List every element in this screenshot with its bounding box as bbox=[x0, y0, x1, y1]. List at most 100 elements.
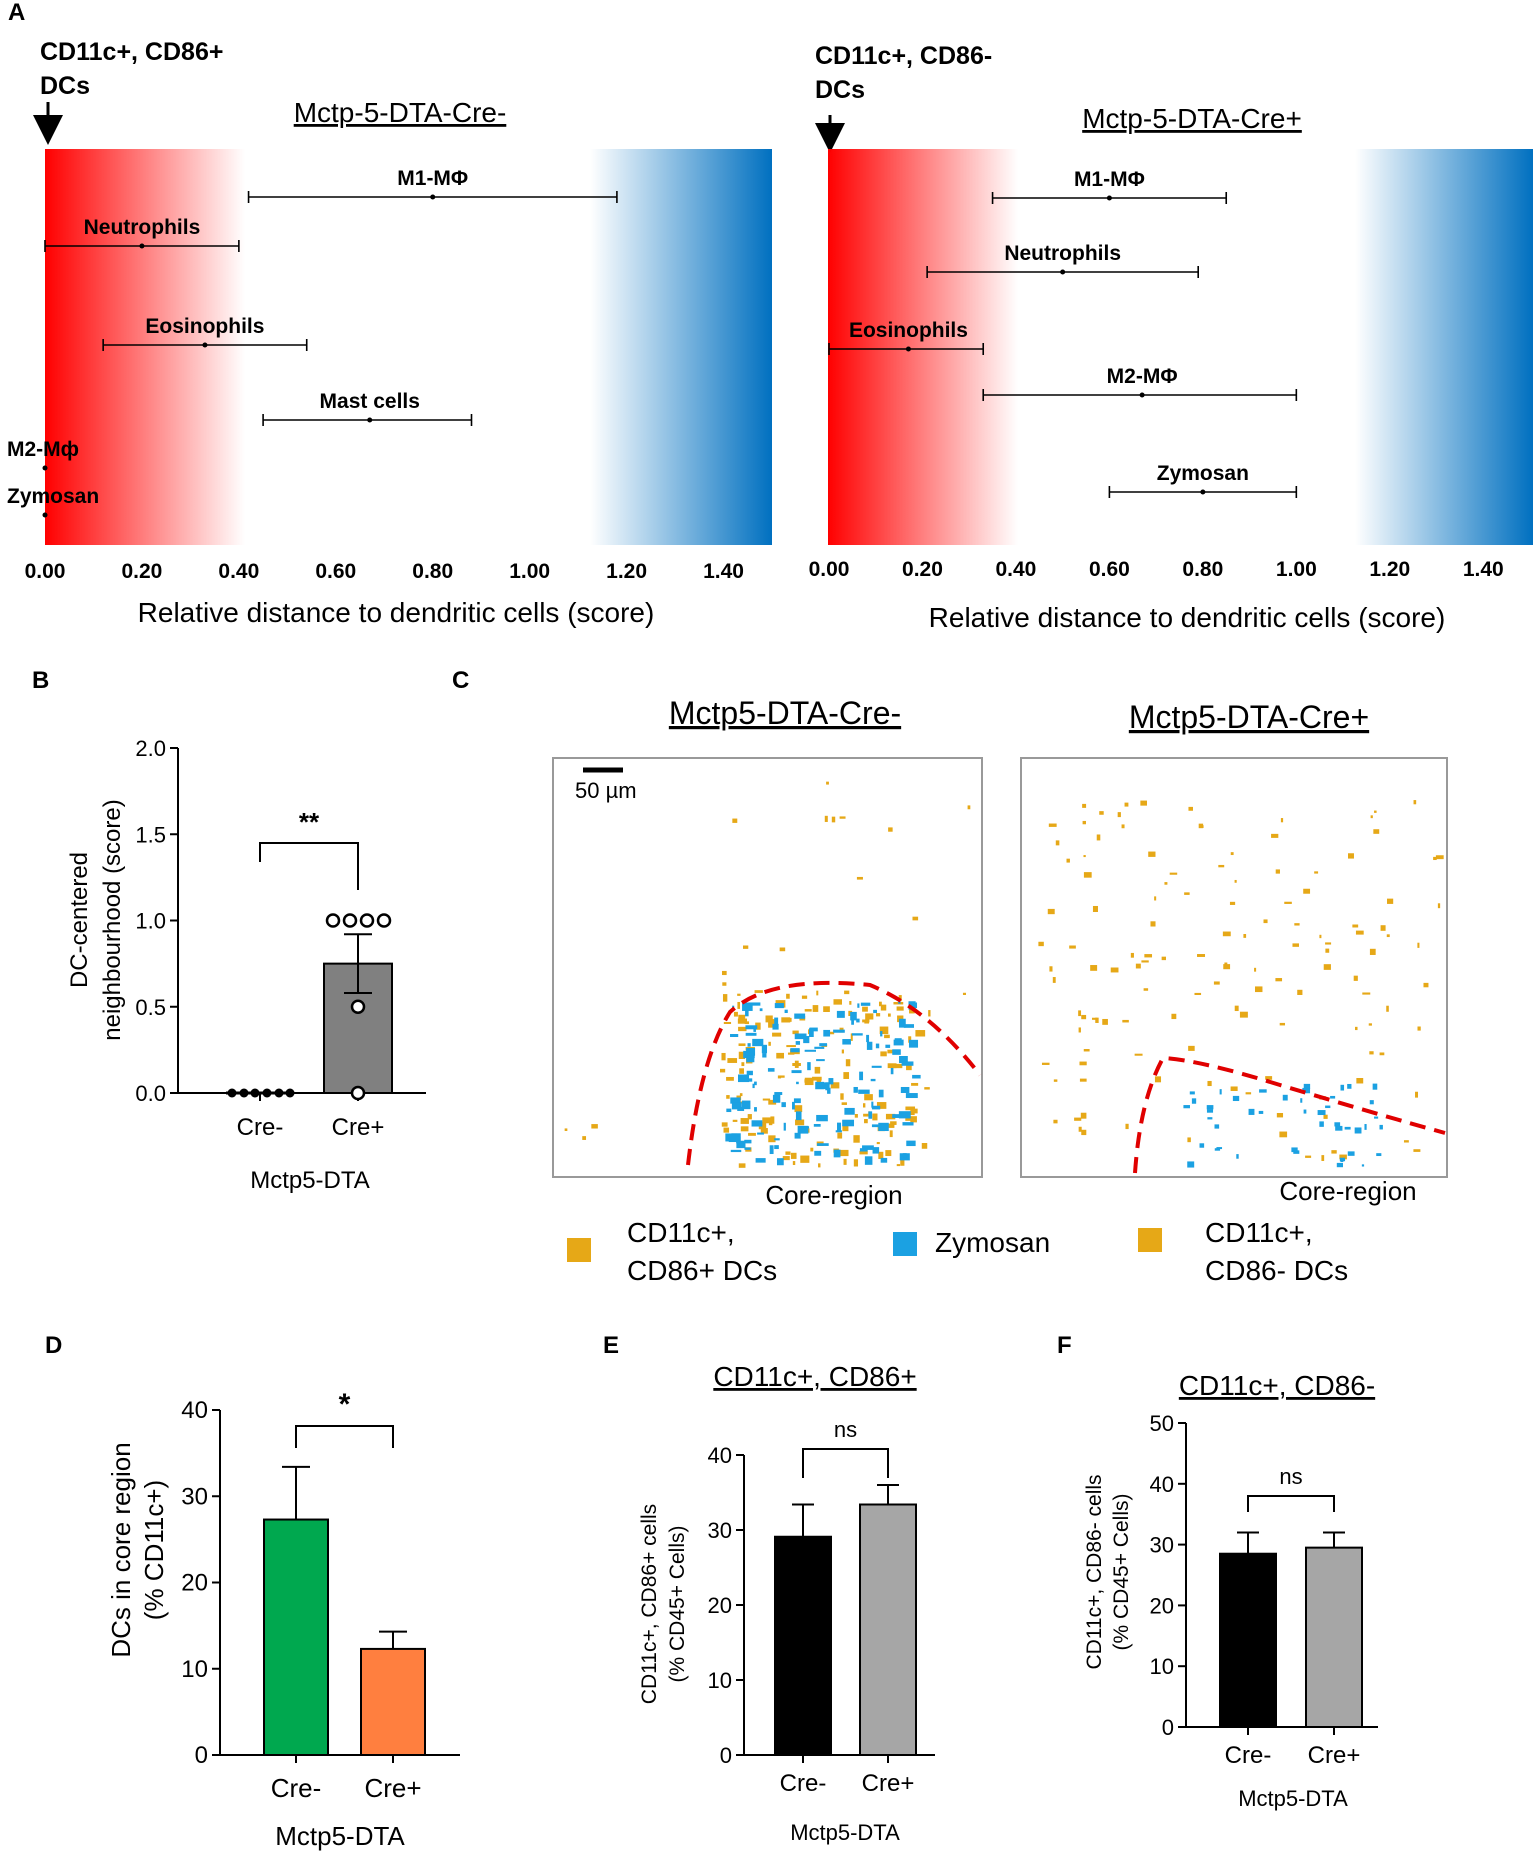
dc-spot bbox=[1078, 1126, 1082, 1132]
zymosan-spot bbox=[871, 1105, 881, 1110]
zymosan-spot bbox=[1317, 1110, 1326, 1116]
zymosan-spot bbox=[878, 1089, 884, 1098]
dc-spot bbox=[1417, 942, 1420, 948]
zymosan-spot bbox=[744, 1147, 751, 1150]
dc-spot bbox=[782, 1156, 790, 1161]
dc-spot bbox=[876, 1142, 880, 1145]
dc-spot bbox=[863, 1113, 870, 1117]
zymosan-spot bbox=[803, 1036, 810, 1044]
dc-spot bbox=[898, 995, 902, 1002]
zymosan-spot bbox=[757, 1132, 764, 1135]
dc-spot bbox=[1049, 966, 1053, 972]
data-point-cre-minus bbox=[274, 1088, 284, 1098]
bars bbox=[263, 1465, 426, 1756]
zymosan-spot bbox=[754, 1107, 757, 1112]
dc-spot bbox=[878, 1151, 884, 1159]
range-label-zymosan: Zymosan bbox=[7, 485, 99, 508]
zymosan-spot bbox=[745, 1032, 757, 1036]
zymosan-spot bbox=[730, 1097, 741, 1104]
data-point-cre-plus bbox=[342, 913, 358, 928]
bars bbox=[1219, 1531, 1363, 1729]
range-center-m1-m- bbox=[1106, 195, 1112, 201]
image-title-cre-plus: Mctp5-DTA-Cre+ bbox=[1129, 699, 1369, 735]
dc-spot bbox=[770, 1116, 775, 1124]
legend-label-zymosan: Zymosan bbox=[935, 1227, 1050, 1258]
zymosan-spot bbox=[902, 1122, 914, 1126]
zymosan-spot bbox=[1372, 1083, 1378, 1090]
zymosan-spot bbox=[871, 1065, 882, 1068]
axis: 0 10 20 30 40 Cre- Cre+ bbox=[708, 1443, 935, 1797]
zymosan-spot bbox=[880, 1157, 888, 1163]
y-tick-label: 30 bbox=[181, 1483, 208, 1510]
zymosan-spot bbox=[784, 1009, 788, 1013]
marker-label-line1: CD11c+, CD86+ bbox=[40, 38, 223, 66]
dc-spot bbox=[1305, 1155, 1312, 1158]
range-center-m1-m- bbox=[430, 194, 436, 200]
dc-spot bbox=[876, 1013, 881, 1017]
range-label-mast-cells: Mast cells bbox=[320, 390, 420, 413]
marker-label-line1: CD11c+, CD86- bbox=[815, 42, 992, 70]
dc-spot bbox=[1038, 941, 1044, 947]
zymosan-spot bbox=[767, 1068, 775, 1072]
dc-spot bbox=[823, 1006, 830, 1012]
zymosan-spot bbox=[1232, 1095, 1240, 1102]
range-label-zymosan: Zymosan bbox=[1157, 462, 1249, 485]
data-point-cre-minus bbox=[285, 1088, 295, 1098]
dc-spot bbox=[1314, 871, 1319, 874]
zymosan-spot bbox=[731, 1102, 742, 1110]
dc-spot bbox=[582, 1136, 587, 1140]
dc-spot bbox=[1352, 924, 1359, 928]
zymosan-spot bbox=[872, 1147, 880, 1154]
dc-spot bbox=[795, 1119, 805, 1126]
dc-spot bbox=[738, 1163, 746, 1168]
dc-spot bbox=[785, 1151, 791, 1155]
dc-spot bbox=[1171, 1013, 1177, 1020]
dc-spot bbox=[1435, 855, 1444, 860]
dc-spot bbox=[1362, 992, 1371, 995]
dc-spot bbox=[779, 947, 786, 952]
dc-spot bbox=[921, 1143, 928, 1149]
zymosan-spot bbox=[833, 1149, 841, 1158]
zymosan-spot bbox=[819, 1043, 828, 1047]
x-tick-label: Cre+ bbox=[1308, 1742, 1361, 1769]
dc-spot bbox=[1134, 1053, 1143, 1056]
dc-spot bbox=[738, 1043, 746, 1046]
zymosan-spot bbox=[842, 1119, 855, 1127]
bar-creminus bbox=[1219, 1552, 1277, 1728]
dc-spot bbox=[1218, 864, 1225, 868]
dc-spot bbox=[1135, 963, 1141, 969]
range-center-m2-m- bbox=[42, 465, 48, 471]
dc-spot bbox=[1099, 811, 1104, 815]
dc-spot bbox=[741, 1062, 745, 1067]
image-frame-cre-minus bbox=[552, 757, 983, 1178]
dc-spot bbox=[879, 1026, 889, 1035]
zymosan-spot bbox=[774, 1003, 784, 1009]
zymosan-spot bbox=[774, 1092, 783, 1095]
bar-creminus bbox=[263, 1518, 329, 1756]
chart-title: Mctp-5-DTA-Cre+ bbox=[1082, 103, 1302, 134]
dc-spot bbox=[747, 1114, 752, 1120]
range-center-eosinophils bbox=[202, 342, 208, 348]
dc-spot bbox=[768, 1099, 777, 1105]
y-tick-label: 40 bbox=[181, 1397, 208, 1424]
gradient-red bbox=[45, 149, 245, 545]
zymosan-spot bbox=[737, 1106, 745, 1111]
zymosan-spot bbox=[1191, 1098, 1197, 1104]
dc-spot bbox=[1197, 954, 1206, 957]
dc-spot bbox=[727, 1058, 738, 1063]
dc-spot bbox=[754, 990, 763, 993]
zymosan-spot bbox=[742, 1003, 753, 1011]
dc-spot bbox=[726, 1076, 734, 1081]
dc-spot bbox=[1275, 869, 1280, 874]
zymosan-spot bbox=[1361, 1164, 1365, 1167]
zymosan-spot bbox=[864, 1156, 873, 1165]
data-point-cre-minus bbox=[250, 1088, 260, 1098]
dc-spot bbox=[1254, 967, 1257, 972]
zymosan-spot bbox=[1340, 1084, 1345, 1091]
dc-spot bbox=[862, 1006, 868, 1012]
dc-spot bbox=[1386, 934, 1390, 938]
dc-spot bbox=[1369, 948, 1376, 955]
zymosan-spot bbox=[1303, 1083, 1311, 1089]
dc-spot bbox=[748, 1132, 756, 1136]
dc-spot bbox=[915, 1030, 926, 1037]
